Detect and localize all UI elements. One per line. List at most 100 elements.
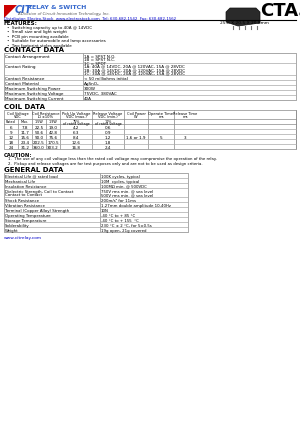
Text: 1.2: 1.2 xyxy=(105,136,111,139)
Text: CONTACT DATA: CONTACT DATA xyxy=(4,47,64,53)
Text: Release Time: Release Time xyxy=(173,111,197,116)
Text: 100MΩ min. @ 500VDC: 100MΩ min. @ 500VDC xyxy=(101,184,147,189)
Text: 19.0: 19.0 xyxy=(49,125,58,130)
Text: 0.6: 0.6 xyxy=(105,125,111,130)
Text: Dielectric Strength, Coil to Contact: Dielectric Strength, Coil to Contact xyxy=(5,190,73,193)
Text: 42.8: 42.8 xyxy=(49,130,58,134)
Text: 12: 12 xyxy=(8,136,14,139)
Text: Weight: Weight xyxy=(5,229,19,232)
Text: 19g open, 21g covered: 19g open, 21g covered xyxy=(101,229,146,232)
Text: Release Voltage: Release Voltage xyxy=(93,111,123,116)
Bar xyxy=(4,110,296,149)
Text: CIT: CIT xyxy=(15,5,32,15)
Text: 1C: 30A @ 14VDC, 20A @ 120VAC, 15A @ 28VDC: 1C: 30A @ 14VDC, 20A @ 120VAC, 15A @ 28V… xyxy=(84,71,185,76)
Text: 16.8: 16.8 xyxy=(71,145,80,150)
Text: Operate Time: Operate Time xyxy=(148,111,173,116)
Text: Contact Resistance: Contact Resistance xyxy=(5,76,44,80)
Text: 2.4: 2.4 xyxy=(105,145,111,150)
Bar xyxy=(4,173,188,232)
Text: VDC (max.): VDC (max.) xyxy=(66,115,86,119)
Text: VDC: VDC xyxy=(14,115,22,119)
Text: Electrical Life @ rated load: Electrical Life @ rated load xyxy=(5,175,58,178)
Text: of rated voltage: of rated voltage xyxy=(63,122,89,126)
Text: -40 °C to + 155  °C: -40 °C to + 155 °C xyxy=(101,218,139,223)
Text: 1A: 40A @ 14VDC, 20A @ 120VAC, 15A @ 28VDC: 1A: 40A @ 14VDC, 20A @ 120VAC, 15A @ 28V… xyxy=(84,65,185,68)
Text: 1.6 or 1.9: 1.6 or 1.9 xyxy=(126,136,146,139)
Text: •  Small size and light weight: • Small size and light weight xyxy=(7,30,67,34)
Text: 202.5: 202.5 xyxy=(33,141,45,145)
Text: Contact Arrangement: Contact Arrangement xyxy=(5,54,50,59)
Text: 11.7: 11.7 xyxy=(21,130,29,134)
Text: 10%: 10% xyxy=(104,120,112,124)
Text: Terminal (Copper Alloy) Strength: Terminal (Copper Alloy) Strength xyxy=(5,209,69,212)
Text: CTA5: CTA5 xyxy=(260,2,300,20)
Text: 7.8: 7.8 xyxy=(22,125,28,130)
Text: 10N: 10N xyxy=(101,209,109,212)
Text: AgSnO₂: AgSnO₂ xyxy=(84,82,100,85)
Text: 500V rms min. @ sea level: 500V rms min. @ sea level xyxy=(101,193,153,197)
Text: ms: ms xyxy=(158,115,164,119)
Text: Distributor: Electro-Stock  www.electrostock.com  Tel: 630-682-1542  Fax: 630-68: Distributor: Electro-Stock www.electrost… xyxy=(4,17,176,21)
Text: 230 °C ± 2 °C, for 5±0.5s: 230 °C ± 2 °C, for 5±0.5s xyxy=(101,224,152,227)
Text: 9: 9 xyxy=(10,130,12,134)
Text: 10M  cycles, typical: 10M cycles, typical xyxy=(101,179,140,184)
Text: 1B = SPST N.C.: 1B = SPST N.C. xyxy=(84,58,115,62)
Text: •  Suitable for automobile and lamp accessories: • Suitable for automobile and lamp acces… xyxy=(7,39,106,43)
Text: Coil Resistance: Coil Resistance xyxy=(32,111,60,116)
Text: Rated: Rated xyxy=(6,120,16,124)
Text: Max.: Max. xyxy=(21,120,29,124)
Text: W: W xyxy=(134,115,138,119)
Text: 5: 5 xyxy=(160,136,162,139)
Text: 6: 6 xyxy=(10,125,12,130)
Text: 75.6: 75.6 xyxy=(48,136,58,139)
Text: 1C = SPDT: 1C = SPDT xyxy=(84,62,106,65)
Text: 24: 24 xyxy=(8,145,14,150)
Text: RELAY & SWITCH: RELAY & SWITCH xyxy=(27,5,86,10)
Text: Contact Rating: Contact Rating xyxy=(5,65,35,68)
Text: 90.0: 90.0 xyxy=(34,136,43,139)
Text: 3: 3 xyxy=(184,136,186,139)
Text: < 50 milliohms initial: < 50 milliohms initial xyxy=(84,76,128,80)
Text: www.citrelay.com: www.citrelay.com xyxy=(4,236,42,240)
Text: 300W: 300W xyxy=(84,87,96,91)
Bar xyxy=(4,53,296,100)
Text: •  Switching capacity up to 40A @ 14VDC: • Switching capacity up to 40A @ 14VDC xyxy=(7,26,92,29)
Text: 303.2: 303.2 xyxy=(47,145,59,150)
Text: 170.5: 170.5 xyxy=(47,141,59,145)
Text: 2.  Pickup and release voltages are for test purposes only and are not to be use: 2. Pickup and release voltages are for t… xyxy=(8,162,202,166)
Text: 360.0: 360.0 xyxy=(33,145,45,150)
Text: Mechanical Life: Mechanical Life xyxy=(5,179,35,184)
Text: 75VDC, 380VAC: 75VDC, 380VAC xyxy=(84,91,117,96)
Text: Storage Temperature: Storage Temperature xyxy=(5,218,47,223)
Text: FEATURES:: FEATURES: xyxy=(4,21,38,26)
Text: Ω ±10%: Ω ±10% xyxy=(38,115,53,119)
Text: -40 °C to + 85 °C: -40 °C to + 85 °C xyxy=(101,213,135,218)
Text: 1.5W: 1.5W xyxy=(34,120,43,124)
Polygon shape xyxy=(4,5,17,18)
Text: 1B: 30A @ 14VDC, 20A @ 120VAC, 15A @ 28VDC: 1B: 30A @ 14VDC, 20A @ 120VAC, 15A @ 28V… xyxy=(84,68,185,72)
Text: 31.2: 31.2 xyxy=(20,145,29,150)
Text: 1A = SPST N.O.: 1A = SPST N.O. xyxy=(84,54,116,59)
Text: Pick Up Voltage: Pick Up Voltage xyxy=(62,111,90,116)
Text: 1.9W: 1.9W xyxy=(49,120,57,124)
Text: 750V rms min. @ sea level: 750V rms min. @ sea level xyxy=(101,190,153,193)
Text: CAUTION:: CAUTION: xyxy=(4,153,32,158)
Text: Solderability: Solderability xyxy=(5,224,30,227)
Text: Contact to Contact: Contact to Contact xyxy=(5,193,42,197)
Text: 50.6: 50.6 xyxy=(34,130,43,134)
Text: Shock Resistance: Shock Resistance xyxy=(5,198,39,202)
Text: 40A: 40A xyxy=(84,96,92,100)
Text: 15.6: 15.6 xyxy=(20,136,29,139)
Text: •  Two footprint styles available: • Two footprint styles available xyxy=(7,43,72,48)
Text: VDC (min.): VDC (min.) xyxy=(98,115,118,119)
Text: 23.4: 23.4 xyxy=(20,141,29,145)
Text: Coil Power: Coil Power xyxy=(127,111,146,116)
Text: Operating Temperature: Operating Temperature xyxy=(5,213,51,218)
Text: 18: 18 xyxy=(8,141,14,145)
Text: 1.  The use of any coil voltage less than the rated coil voltage may compromise : 1. The use of any coil voltage less than… xyxy=(8,157,217,161)
Text: 22.5: 22.5 xyxy=(34,125,43,130)
Text: 12.6: 12.6 xyxy=(71,141,80,145)
Polygon shape xyxy=(226,8,260,26)
Text: of rated voltage: of rated voltage xyxy=(94,122,122,126)
Text: 4.2: 4.2 xyxy=(73,125,79,130)
